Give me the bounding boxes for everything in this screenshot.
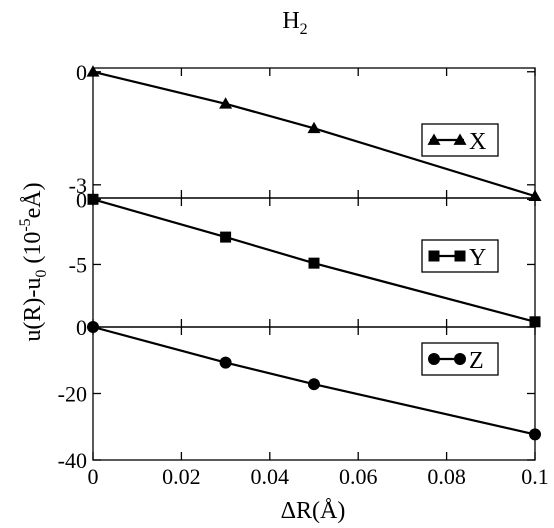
data-point (87, 193, 99, 205)
data-point (219, 97, 233, 109)
y-tick-label: -40 (58, 448, 87, 473)
legend-label: Y (469, 245, 486, 271)
legend-label: X (469, 129, 486, 155)
data-point (86, 65, 100, 77)
y-tick-label: -3 (69, 173, 87, 198)
x-tick-label: 0.02 (162, 464, 201, 489)
legend-marker (454, 353, 466, 365)
data-point (529, 316, 541, 328)
x-tick-label: 0.1 (521, 464, 549, 489)
legend-marker (453, 133, 467, 145)
y-tick-label: 0 (76, 315, 87, 340)
panel-x: 0 -3 X (69, 60, 542, 201)
data-point (219, 356, 232, 369)
series-line-z (92, 325, 536, 436)
series-line-y (92, 198, 536, 323)
legend-x: X (421, 123, 499, 157)
svg-text:u(R)-u0 (10-5eÅ): u(R)-u0 (10-5eÅ) (17, 182, 50, 341)
data-point (220, 231, 232, 243)
data-point (307, 121, 321, 134)
y-axis-label: u(R)-u0 (10-5eÅ) (17, 182, 50, 341)
legend-marker (428, 250, 440, 262)
y-axis-units-close: eÅ) (20, 182, 46, 218)
legend-label: Z (469, 348, 484, 374)
y-axis-units-open: (10 (20, 232, 46, 264)
y-axis-label-main: u(R)-u (20, 278, 46, 342)
data-point (308, 378, 320, 391)
x-tick-label: 0.06 (339, 464, 378, 489)
panel-y: 0 -5 Y (69, 187, 541, 328)
legend-z: Z (421, 342, 499, 376)
y-tick-label: -5 (69, 252, 87, 277)
legend-marker (454, 250, 466, 262)
x-axis-label: ΔR(Å) (281, 498, 346, 524)
y-tick-label: -20 (58, 382, 87, 407)
data-point (308, 257, 320, 269)
legend-marker (427, 133, 441, 145)
x-tick-label: 0 (88, 464, 99, 489)
chart-title: H2 (282, 8, 307, 38)
x-tick-label: 0.08 (427, 464, 466, 489)
y-tick-label: 0 (76, 187, 87, 212)
x-axis: 0 0.02 0.04 0.06 0.08 0.1 (88, 464, 549, 489)
series-line-x (92, 70, 536, 198)
legend-y: Y (421, 239, 499, 273)
y-axis-label-sub: 0 (33, 270, 50, 278)
y-axis-units-exp: -5 (17, 218, 34, 231)
data-point (87, 321, 99, 333)
panels: 0-3X0-5 Y0-20-40Z (58, 60, 542, 473)
y-tick-label: 0 (76, 60, 87, 85)
x-tick-label: 0.04 (251, 464, 290, 489)
legend-marker (428, 353, 440, 365)
panel-z: 0 -20 -40 Z (58, 315, 541, 473)
data-point (529, 428, 541, 441)
